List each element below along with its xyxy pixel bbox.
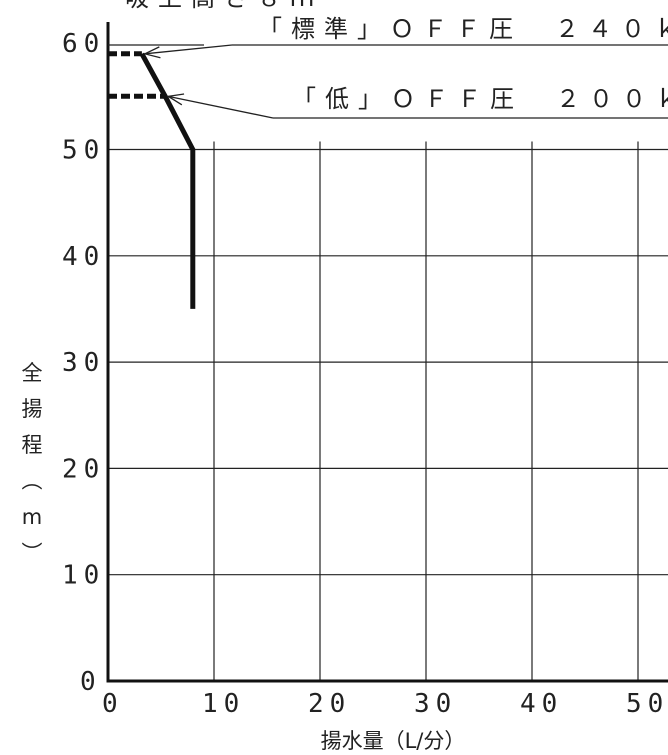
y-tick-label-20: 20 xyxy=(62,454,105,484)
x-tick-label-50: 50 xyxy=(626,689,668,719)
x-axis-label: 揚水量（L/分） xyxy=(321,729,466,753)
annotation-text-2: 「低」ＯＦＦ圧 ２００ｋＰａ xyxy=(292,85,668,113)
annotations: 「標準」ＯＦＦ圧 ２４０ｋＰａ 「低」ＯＦＦ圧 ２００ｋＰａ xyxy=(108,15,668,119)
y-tick-label-30: 30 xyxy=(62,348,105,378)
x-tick-label-30: 30 xyxy=(414,689,457,719)
axes xyxy=(106,22,668,683)
x-tick-label-20: 20 xyxy=(308,689,351,719)
series-line-3 xyxy=(139,52,196,309)
cropped-top-text: 吸上高さ８ｍ xyxy=(125,0,323,12)
x-tick-label-10: 10 xyxy=(202,689,245,719)
annotation-leader-2 xyxy=(168,95,274,119)
y-axis-label-char: 揚 xyxy=(22,397,43,421)
tick-labels: 0 10 20 30 40 50 60 0 10 20 30 40 50 xyxy=(62,29,668,719)
x-tick-label-40: 40 xyxy=(520,689,563,719)
y-tick-label-0: 0 xyxy=(80,667,102,697)
y-tick-label-50: 50 xyxy=(62,136,105,166)
annotation-arrowhead-1 xyxy=(143,46,161,59)
annotation-leader-1 xyxy=(144,44,233,55)
x-tick-label-0: 0 xyxy=(102,689,124,719)
y-axis-label-char: 程 xyxy=(22,433,43,457)
grid-lines xyxy=(108,141,668,681)
y-axis-label-char: 全 xyxy=(22,361,43,385)
y-axis-label-char: （ xyxy=(19,470,43,491)
series-group xyxy=(108,51,196,309)
annotation-text-1: 「標準」ＯＦＦ圧 ２４０ｋＰａ xyxy=(258,15,668,43)
y-axis-label-char: ） xyxy=(19,542,43,563)
y-axis-label-char: m xyxy=(22,505,42,529)
y-tick-label-40: 40 xyxy=(62,242,105,272)
y-tick-label-60: 60 xyxy=(62,29,105,59)
annotation-arrowhead-2 xyxy=(166,93,185,106)
y-axis-label: 全揚程 （ m ） xyxy=(19,361,43,563)
y-tick-label-10: 10 xyxy=(62,561,105,591)
